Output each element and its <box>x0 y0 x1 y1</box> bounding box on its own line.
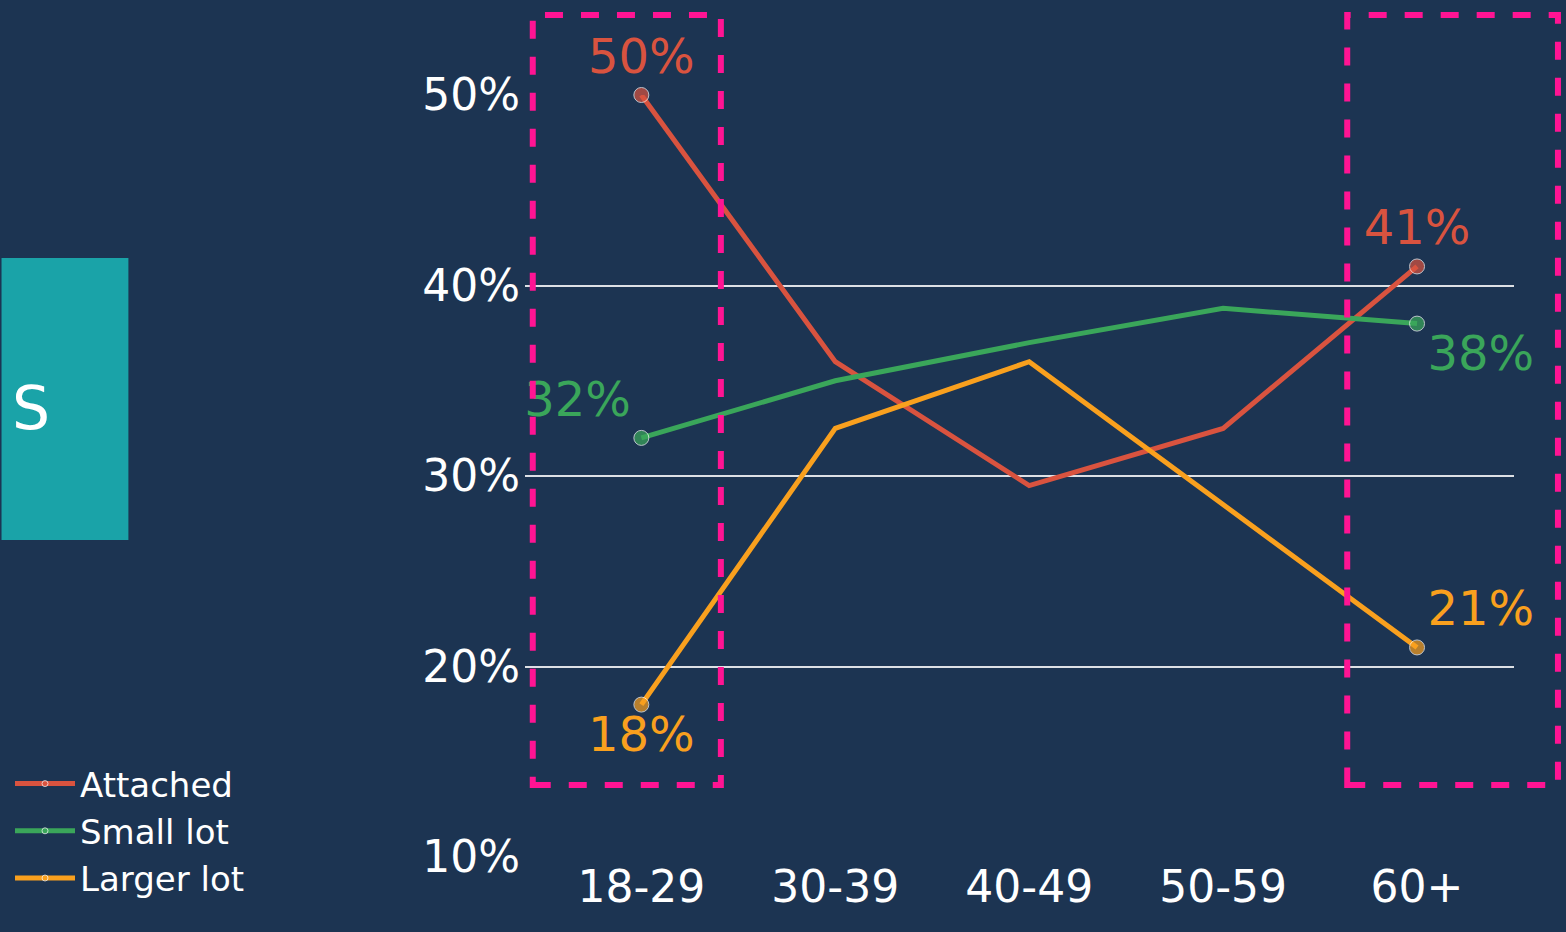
svg-text:40-49: 40-49 <box>965 861 1093 912</box>
svg-text:Attached: Attached <box>80 765 233 805</box>
svg-text:18-29: 18-29 <box>577 861 705 912</box>
svg-text:30-39: 30-39 <box>771 861 899 912</box>
svg-text:41%: 41% <box>1364 199 1471 255</box>
svg-text:50%: 50% <box>422 69 520 120</box>
svg-text:18%: 18% <box>588 706 695 762</box>
svg-text:30%: 30% <box>422 450 520 501</box>
svg-text:50-59: 50-59 <box>1159 861 1287 912</box>
svg-text:S: S <box>12 373 50 443</box>
svg-text:60+: 60+ <box>1371 861 1464 912</box>
svg-text:50%: 50% <box>588 28 695 84</box>
svg-text:32%: 32% <box>524 371 631 427</box>
svg-text:10%: 10% <box>422 831 520 882</box>
svg-text:38%: 38% <box>1427 325 1534 381</box>
svg-text:20%: 20% <box>422 641 520 692</box>
svg-text:Larger lot: Larger lot <box>80 859 244 899</box>
svg-text:40%: 40% <box>422 260 520 311</box>
svg-text:21%: 21% <box>1427 580 1534 636</box>
svg-text:Small lot: Small lot <box>80 812 229 852</box>
